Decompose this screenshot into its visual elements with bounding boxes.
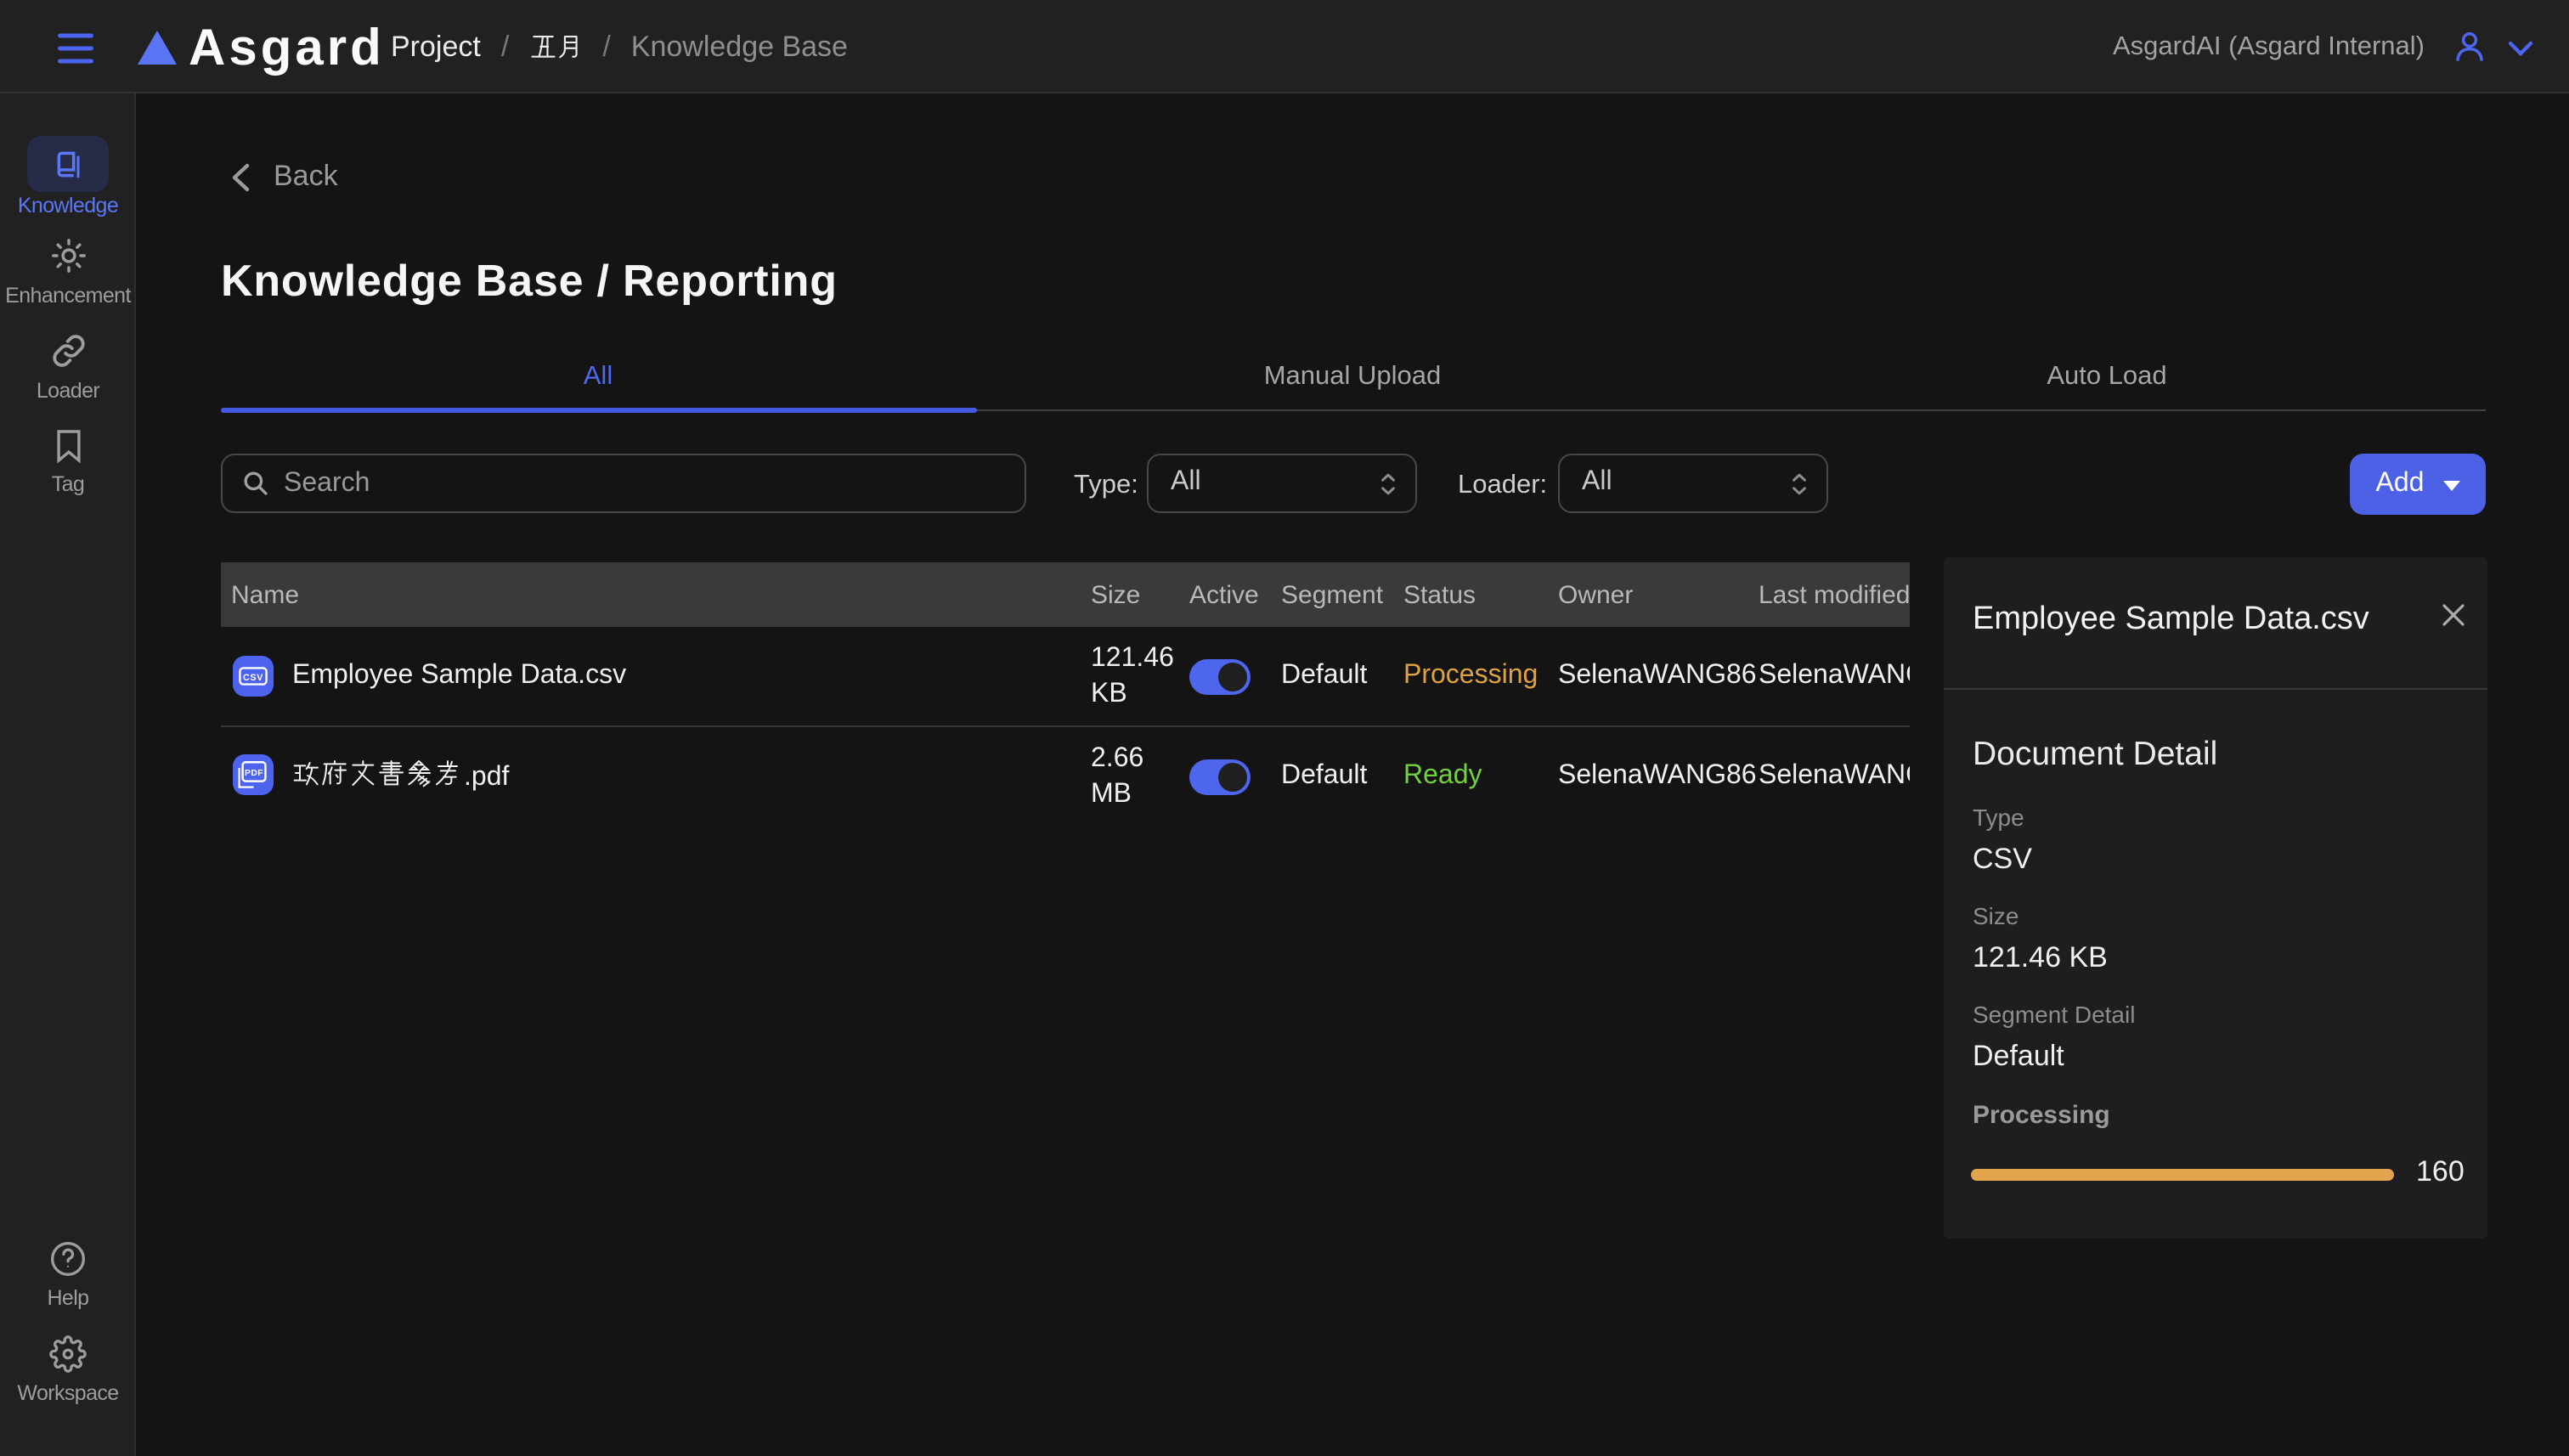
- svg-text:PDF: PDF: [245, 769, 263, 778]
- svg-text:CSV: CSV: [243, 673, 263, 683]
